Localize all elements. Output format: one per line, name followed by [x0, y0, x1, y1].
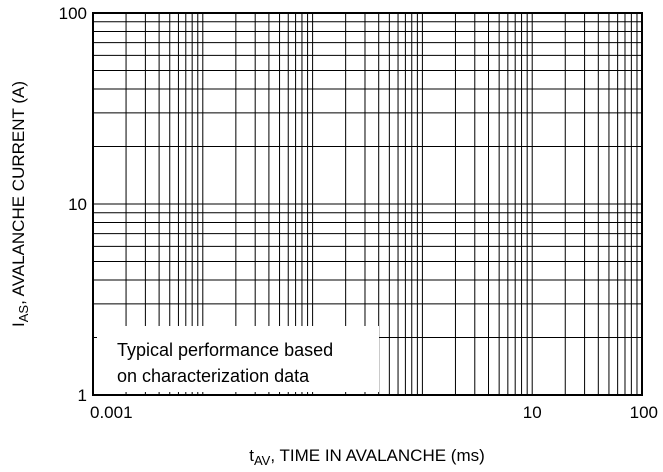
- x-axis-title-main: t: [249, 446, 254, 465]
- x-tick-labels: 0.001 10 100: [90, 403, 658, 422]
- x-axis-title: tAV, TIME IN AVALANCHE (ms): [249, 446, 485, 468]
- x-tick-label: 100: [630, 403, 658, 422]
- annotation-line-2: on characterization data: [117, 366, 310, 386]
- y-axis-title-subscript: AS: [16, 305, 31, 323]
- annotation: Typical performance based on characteriz…: [97, 326, 379, 392]
- x-tick-label: 0.001: [90, 403, 133, 422]
- y-tick-label: 10: [68, 195, 87, 214]
- y-axis-title-rest: , AVALANCHE CURRENT (A): [9, 81, 28, 305]
- y-axis-title-main: I: [9, 322, 28, 327]
- x-axis-title-subscript: AV: [254, 453, 271, 468]
- plot-frame: [92, 12, 643, 396]
- y-tick-label: 100: [59, 4, 87, 23]
- y-axis-title: IAS, AVALANCHE CURRENT (A): [9, 81, 31, 327]
- y-tick-labels: 100 10 1: [59, 4, 87, 405]
- x-axis-title-rest: , TIME IN AVALANCHE (ms): [270, 446, 484, 465]
- annotation-background: [97, 326, 379, 392]
- annotation-line-1: Typical performance based: [117, 340, 333, 360]
- y-tick-label: 1: [78, 386, 87, 405]
- x-tick-label: 10: [523, 403, 542, 422]
